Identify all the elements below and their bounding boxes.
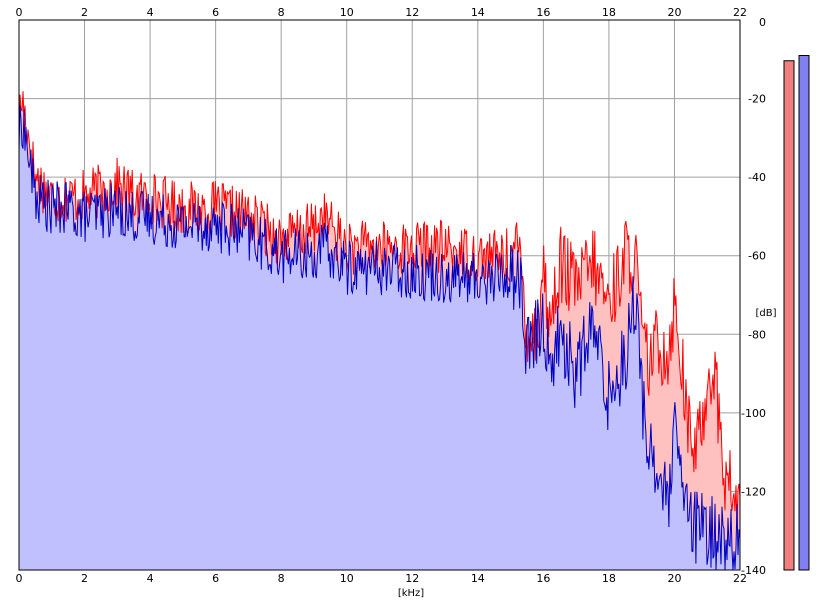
x-tick-label-top: 18 (602, 6, 616, 19)
y-tick-label: -140 (741, 564, 766, 577)
x-tick-label-top: 16 (536, 6, 550, 19)
x-tick-label-top: 8 (278, 6, 285, 19)
series-1-line (18, 105, 741, 571)
plot-frame (18, 19, 741, 571)
x-tick-label-bottom: 2 (81, 572, 88, 585)
x-tick-label-bottom: 10 (340, 572, 354, 585)
plot-area (18, 19, 741, 571)
x-tick-label-bottom: 14 (471, 572, 485, 585)
y-tick-label: -40 (748, 171, 766, 184)
top-x-tick-labels: 0 2 4 6 8 10 12 14 16 18 20 22 (16, 6, 748, 19)
level-meter-right (798, 55, 810, 571)
y-axis-label: [dB] (755, 308, 776, 319)
x-tick-label-bottom: 16 (536, 572, 550, 585)
x-tick-label-top: 14 (471, 6, 485, 19)
x-tick-label-bottom: 22 (733, 572, 747, 585)
x-tick-label-top: 12 (405, 6, 419, 19)
level-meter-left (783, 60, 795, 571)
x-tick-label-top: 22 (733, 6, 747, 19)
x-tick-label-bottom: 20 (667, 572, 681, 585)
x-tick-label-bottom: 12 (405, 572, 419, 585)
x-tick-label-top: 0 (16, 6, 23, 19)
series-layer (18, 91, 741, 571)
y-tick-label: -20 (748, 93, 766, 106)
x-tick-label-top: 2 (81, 6, 88, 19)
series-0-line (18, 91, 741, 525)
y-tick-label: 0 (759, 16, 766, 29)
x-tick-label-bottom: 6 (212, 572, 219, 585)
y-tick-label: -100 (741, 407, 766, 420)
x-tick-label-top: 6 (212, 6, 219, 19)
x-tick-label-top: 10 (340, 6, 354, 19)
x-tick-label-bottom: 0 (16, 572, 23, 585)
y-tick-label: -60 (748, 250, 766, 263)
y-tick-label: -80 (748, 328, 766, 341)
y-tick-label: -120 (741, 485, 766, 498)
level-meters (783, 55, 810, 571)
x-tick-label-bottom: 4 (147, 572, 154, 585)
bottom-x-tick-labels: 0 2 4 6 8 10 12 14 16 18 20 22 (16, 572, 748, 585)
x-tick-label-bottom: 8 (278, 572, 285, 585)
x-tick-label-bottom: 18 (602, 572, 616, 585)
x-tick-label-top: 4 (147, 6, 154, 19)
x-axis-label: [kHz] (398, 588, 424, 599)
x-tick-label-top: 20 (667, 6, 681, 19)
right-y-tick-labels: 0 -20 -40 -60 -80 -100 -120 -140 (741, 16, 766, 577)
